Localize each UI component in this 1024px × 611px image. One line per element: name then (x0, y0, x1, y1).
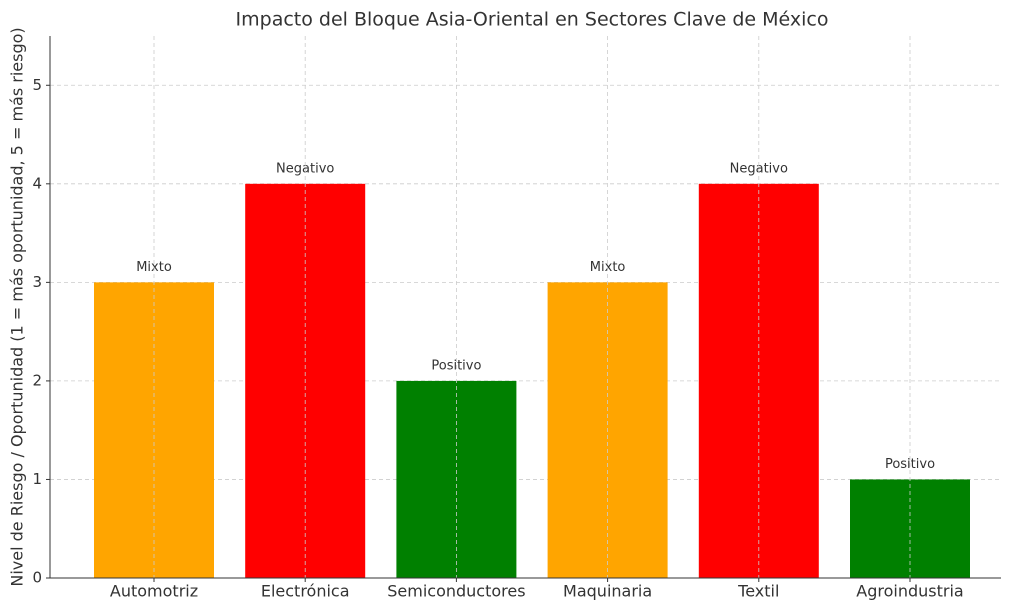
y-tick-label: 0 (32, 569, 42, 587)
y-axis-label: Nivel de Riesgo / Oportunidad (1 = más o… (8, 27, 27, 586)
x-tick-label: Electrónica (261, 582, 350, 601)
bar-annotation: Negativo (276, 161, 334, 176)
x-tick-label: Agroindustria (856, 582, 963, 601)
y-tick-label: 2 (32, 371, 42, 389)
y-tick-label: 3 (32, 273, 42, 291)
y-tick-label: 4 (32, 174, 42, 192)
bar-annotation: Negativo (730, 161, 788, 176)
x-tick-label: Semiconductores (387, 582, 525, 601)
x-tick-label: Automotriz (110, 582, 198, 601)
chart-title: Impacto del Bloque Asia-Oriental en Sect… (236, 9, 829, 31)
y-tick-label: 1 (32, 470, 42, 488)
y-tick-label: 5 (32, 76, 42, 94)
x-tick-label: Textil (737, 582, 779, 601)
x-tick-label: Maquinaria (563, 582, 652, 601)
